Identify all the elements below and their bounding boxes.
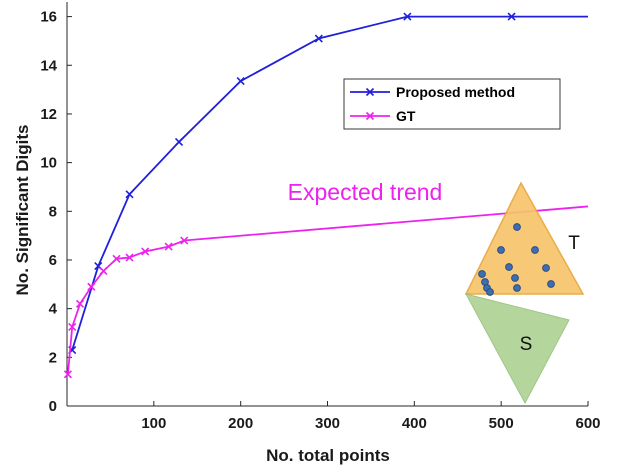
x-tick-label: 400 <box>402 415 427 432</box>
y-tick-label: 4 <box>49 301 58 318</box>
legend-marker <box>365 87 375 97</box>
data-point <box>75 299 85 308</box>
legend-marker <box>365 111 375 121</box>
x-tick-label: 500 <box>489 415 514 432</box>
y-tick-label: 10 <box>40 155 57 172</box>
data-point <box>112 254 121 263</box>
sample-dot <box>542 264 550 272</box>
sample-dot <box>547 280 555 288</box>
y-axis: 0 2 4 6 8 10 12 14 16 <box>40 9 72 415</box>
legend: Proposed method GT <box>343 78 561 130</box>
sample-dot <box>505 263 513 271</box>
data-point <box>236 77 245 86</box>
x-tick-label: 100 <box>141 415 166 432</box>
legend-item: Proposed method <box>350 84 515 100</box>
data-point <box>314 34 323 43</box>
y-tick-label: 6 <box>49 252 57 269</box>
source-triangle <box>465 293 570 405</box>
x-axis-title: No. total points <box>266 446 390 465</box>
x-tick-label: 200 <box>228 415 253 432</box>
target-triangle <box>464 181 585 295</box>
legend-label: Proposed method <box>396 84 515 100</box>
series-0 <box>68 12 588 355</box>
data-point <box>125 190 134 199</box>
triangle-s-label: S <box>520 334 533 355</box>
data-point <box>507 12 516 21</box>
sample-dot <box>513 223 521 231</box>
series-layer <box>63 12 589 379</box>
data-point <box>68 322 77 331</box>
data-point <box>180 236 189 245</box>
legend-item: GT <box>350 108 416 124</box>
sample-points <box>478 223 555 296</box>
series-1 <box>63 205 589 379</box>
data-point <box>63 370 72 379</box>
data-point <box>99 266 108 275</box>
y-tick-label: 14 <box>40 57 57 74</box>
x-tick-label: 600 <box>575 415 600 432</box>
triangle-t-label: T <box>568 233 580 254</box>
sample-dot <box>497 246 505 254</box>
sample-dot <box>478 270 486 278</box>
data-point <box>174 137 184 147</box>
inset-illustration: T S <box>464 181 585 405</box>
sample-dot <box>486 288 494 296</box>
legend-box <box>343 78 561 130</box>
sample-dot <box>513 284 521 292</box>
y-tick-label: 2 <box>49 349 57 366</box>
y-tick-label: 12 <box>40 106 57 123</box>
y-tick-label: 16 <box>40 9 57 26</box>
data-point <box>87 282 96 291</box>
data-point <box>164 242 173 251</box>
data-point <box>141 247 150 256</box>
expected-trend-annotation: Expected trend <box>288 179 443 205</box>
x-tick-label: 300 <box>315 415 340 432</box>
legend-label: GT <box>396 108 416 124</box>
sample-dot <box>531 246 539 254</box>
sample-dot <box>511 274 519 282</box>
y-axis-title: No. Significant Digits <box>13 125 32 296</box>
y-tick-label: 0 <box>49 398 57 415</box>
y-tick-label: 8 <box>49 203 57 220</box>
x-axis: 100 200 300 400 500 600 <box>141 401 601 432</box>
data-point <box>403 12 412 21</box>
data-point <box>125 253 134 262</box>
